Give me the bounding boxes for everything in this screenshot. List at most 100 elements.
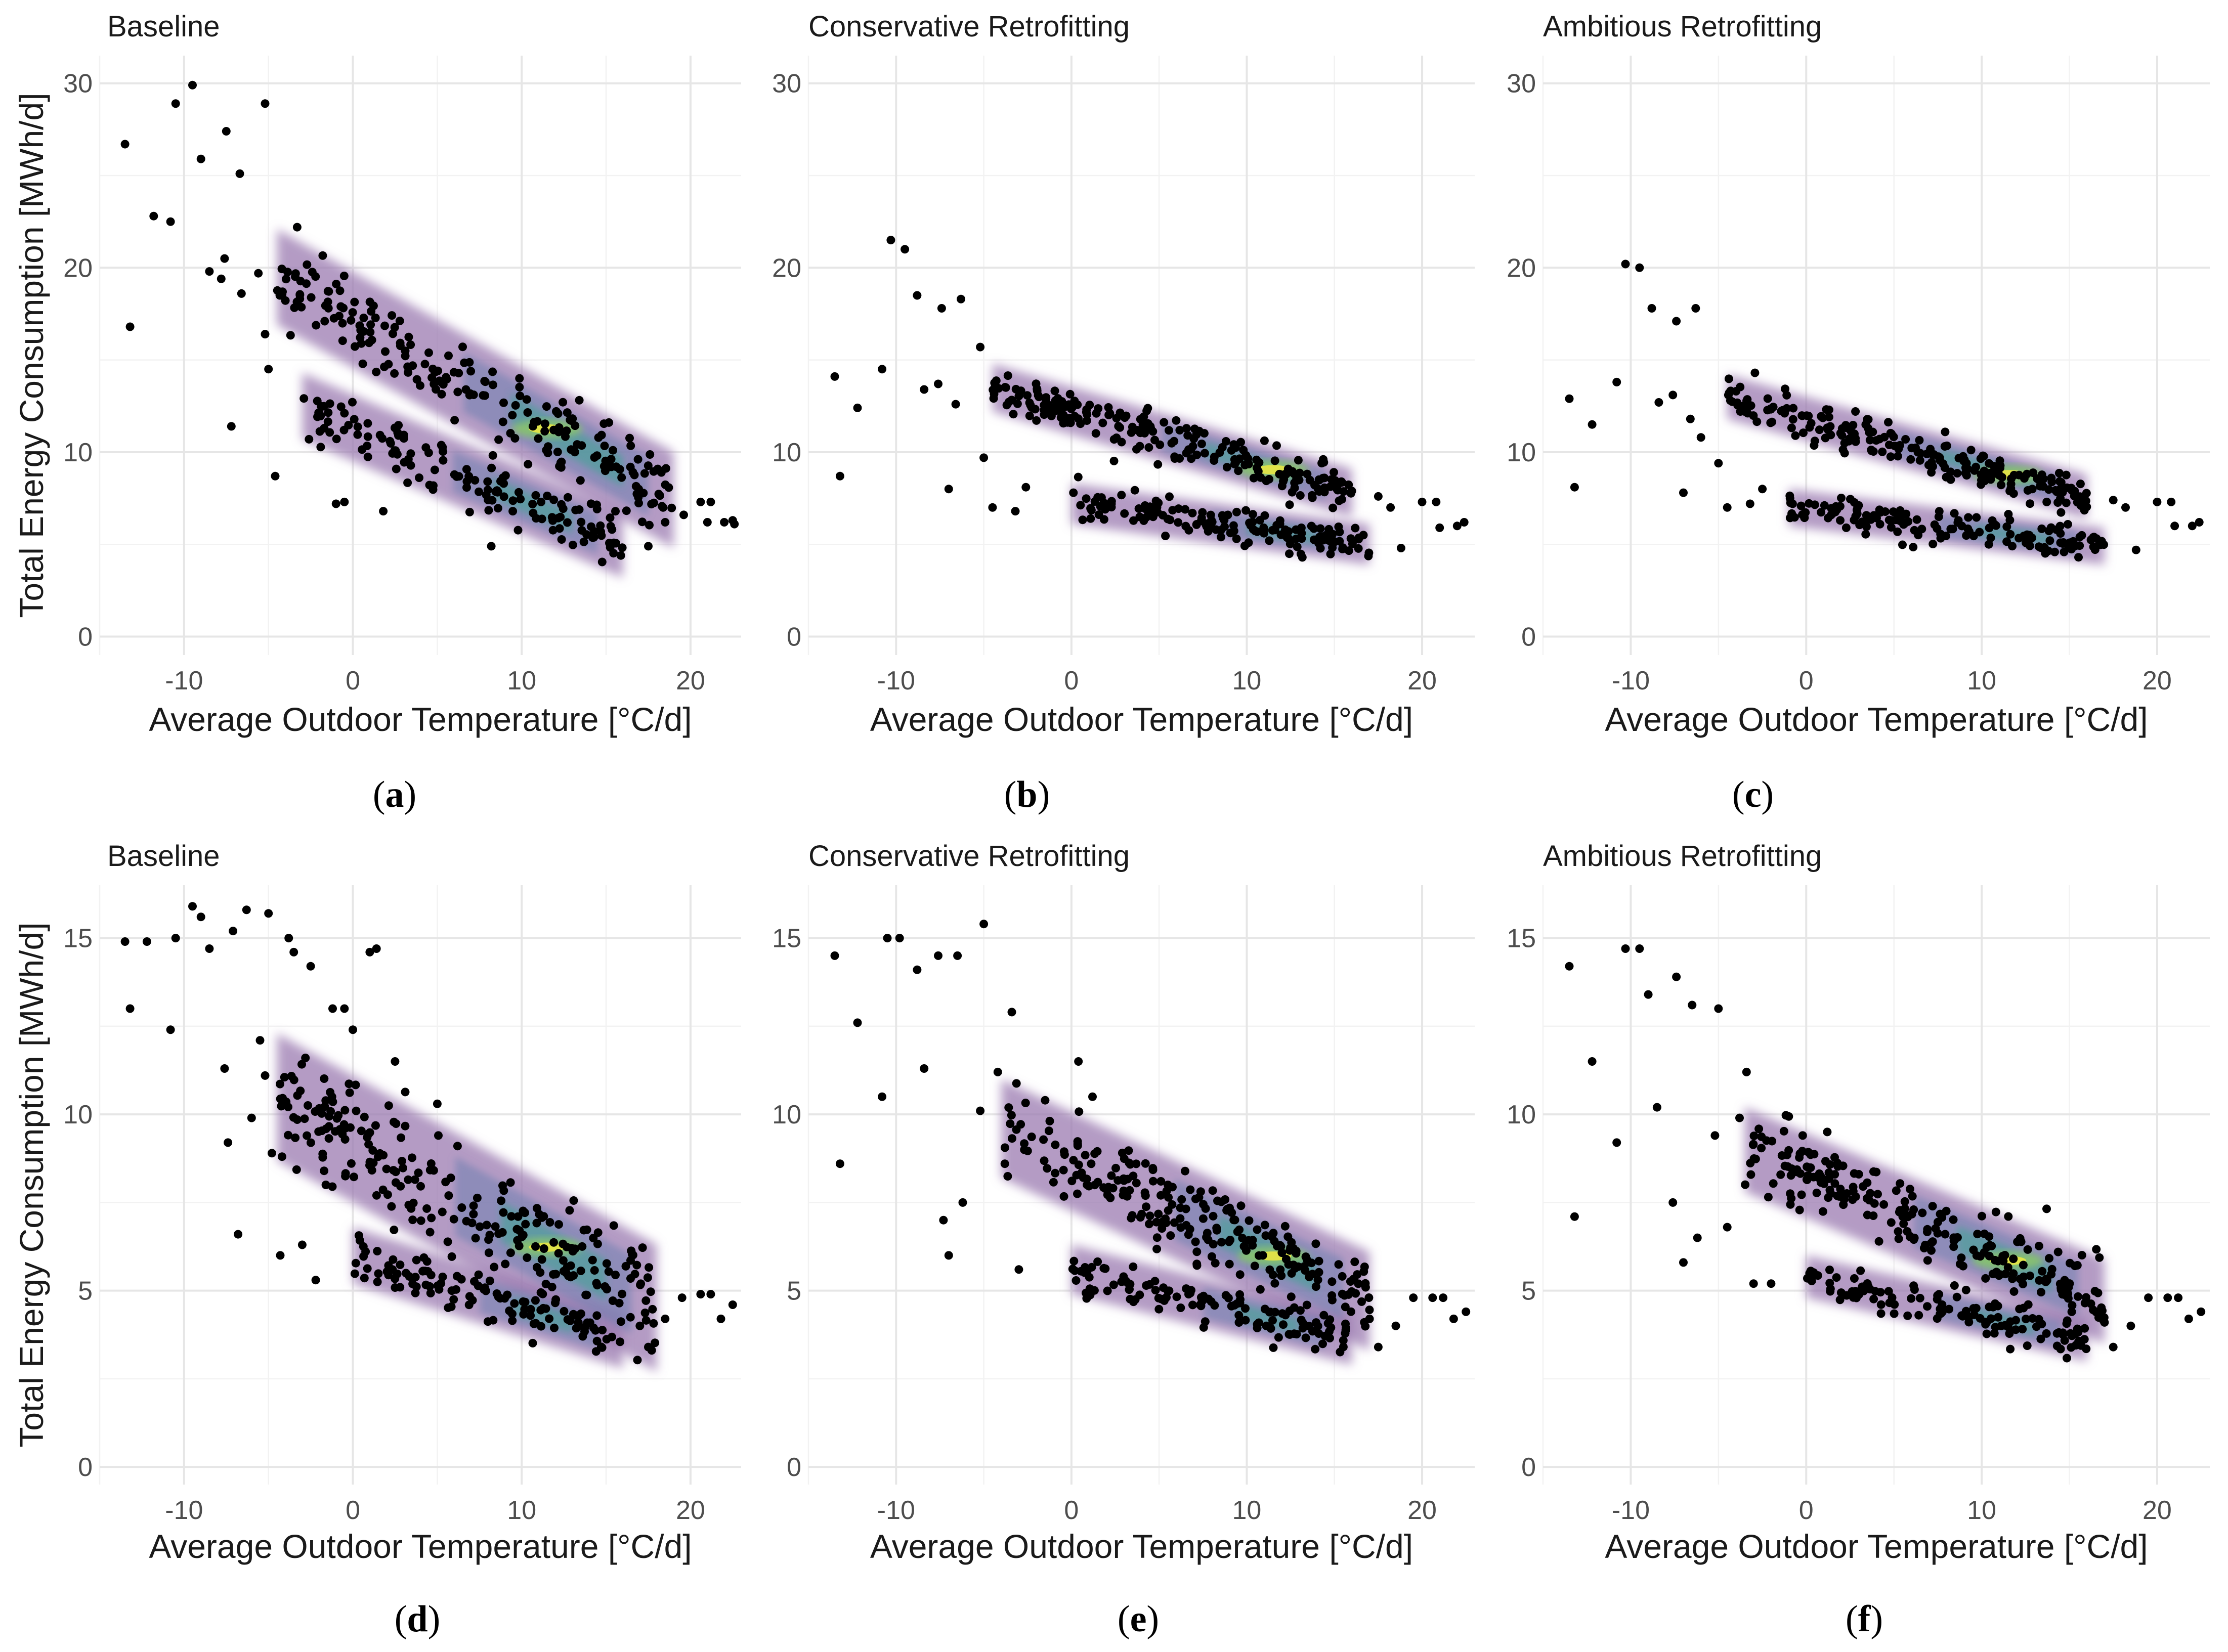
data-point [306, 1138, 315, 1147]
data-point [1226, 529, 1235, 538]
data-point [402, 1269, 410, 1278]
data-point [306, 962, 315, 971]
y-tick-label: 30 [772, 69, 801, 99]
data-point [1134, 504, 1143, 513]
data-point [1227, 1208, 1236, 1217]
data-point [2005, 515, 2015, 525]
data-point [1893, 452, 1902, 461]
data-point [1141, 1159, 1150, 1168]
data-point [316, 443, 325, 452]
data-point [1941, 427, 1950, 437]
data-point [1078, 515, 1087, 525]
data-point [1952, 1233, 1961, 1242]
data-point [604, 1267, 613, 1276]
data-point [1103, 1286, 1112, 1295]
data-point [1294, 456, 1303, 465]
data-point [433, 1099, 442, 1108]
data-point [1156, 1191, 1165, 1200]
data-point [2045, 536, 2054, 545]
data-point [488, 496, 497, 505]
data-point [1021, 483, 1031, 492]
data-point [1391, 1321, 1400, 1330]
data-point [481, 377, 490, 386]
data-point [506, 1248, 515, 1257]
data-point [1335, 528, 1344, 537]
data-point [416, 1216, 425, 1225]
data-point [1896, 1179, 1905, 1188]
y-tick-label: 20 [1507, 253, 1536, 283]
data-point [661, 1314, 670, 1323]
data-point [388, 311, 397, 320]
data-point [1070, 412, 1079, 421]
data-point [1942, 532, 1951, 540]
y-tick-label: 10 [63, 1100, 93, 1129]
data-point [1006, 1119, 1015, 1128]
data-point [2019, 1303, 2028, 1313]
data-point [284, 934, 293, 943]
data-point [2006, 1344, 2015, 1354]
data-point [1909, 1235, 1918, 1244]
data-point [1092, 409, 1101, 418]
data-point [1972, 1303, 1981, 1313]
data-point [1107, 503, 1116, 512]
data-point [2053, 1247, 2063, 1256]
data-point [1668, 1198, 1678, 1207]
data-point [1357, 1297, 1366, 1306]
data-point [2058, 488, 2067, 497]
data-point [1746, 401, 1755, 410]
x-tick-label: 20 [1407, 1496, 1437, 1525]
x-axis-label: Average Outdoor Temperature [°C/d] [870, 701, 1413, 738]
data-point [2034, 1315, 2043, 1324]
data-point [508, 411, 517, 420]
panel-label: (b) [1004, 774, 1050, 815]
data-point [354, 1231, 363, 1240]
data-point [1874, 1237, 1883, 1246]
data-point [276, 1251, 285, 1260]
data-point [515, 374, 524, 383]
data-point [267, 1149, 276, 1158]
data-point [2009, 1287, 2019, 1296]
data-point [1993, 1301, 2002, 1311]
data-point [437, 1279, 446, 1288]
y-tick-label: 15 [772, 924, 801, 953]
data-point [1249, 473, 1258, 483]
data-point [460, 358, 469, 367]
data-point [374, 1269, 383, 1278]
data-point [1040, 401, 1049, 410]
data-point [1432, 497, 1441, 506]
data-point [1170, 437, 1179, 446]
data-point [1049, 1178, 1058, 1187]
scatter-points [830, 920, 1471, 1357]
data-point [545, 1314, 554, 1323]
data-point [1231, 443, 1240, 452]
data-point [1181, 505, 1190, 514]
data-point [1069, 1156, 1078, 1165]
data-point [1003, 1172, 1012, 1181]
data-point [1565, 394, 1574, 403]
data-point [404, 1200, 413, 1209]
data-point [1867, 446, 1876, 455]
data-point [1952, 1292, 1961, 1301]
data-point [1871, 1287, 1880, 1296]
data-point [1241, 506, 1251, 515]
data-point [1953, 518, 1962, 527]
data-point [403, 478, 412, 487]
data-point [1964, 1312, 1974, 1321]
data-point [1850, 1274, 1859, 1283]
data-point [1742, 1067, 1751, 1076]
data-point [1232, 534, 1241, 543]
data-point [340, 1106, 350, 1115]
data-point [2011, 1325, 2020, 1334]
data-point [386, 439, 395, 448]
data-point [511, 401, 520, 410]
data-point [1192, 450, 1202, 459]
data-point [1091, 429, 1100, 438]
data-point [1086, 504, 1095, 513]
data-point [1082, 416, 1091, 425]
y-tick-label: 20 [63, 253, 93, 283]
data-point [1004, 1103, 1013, 1112]
data-point [1862, 1194, 1871, 1203]
data-point [321, 1181, 330, 1189]
data-point [606, 513, 615, 523]
data-point [324, 287, 333, 296]
